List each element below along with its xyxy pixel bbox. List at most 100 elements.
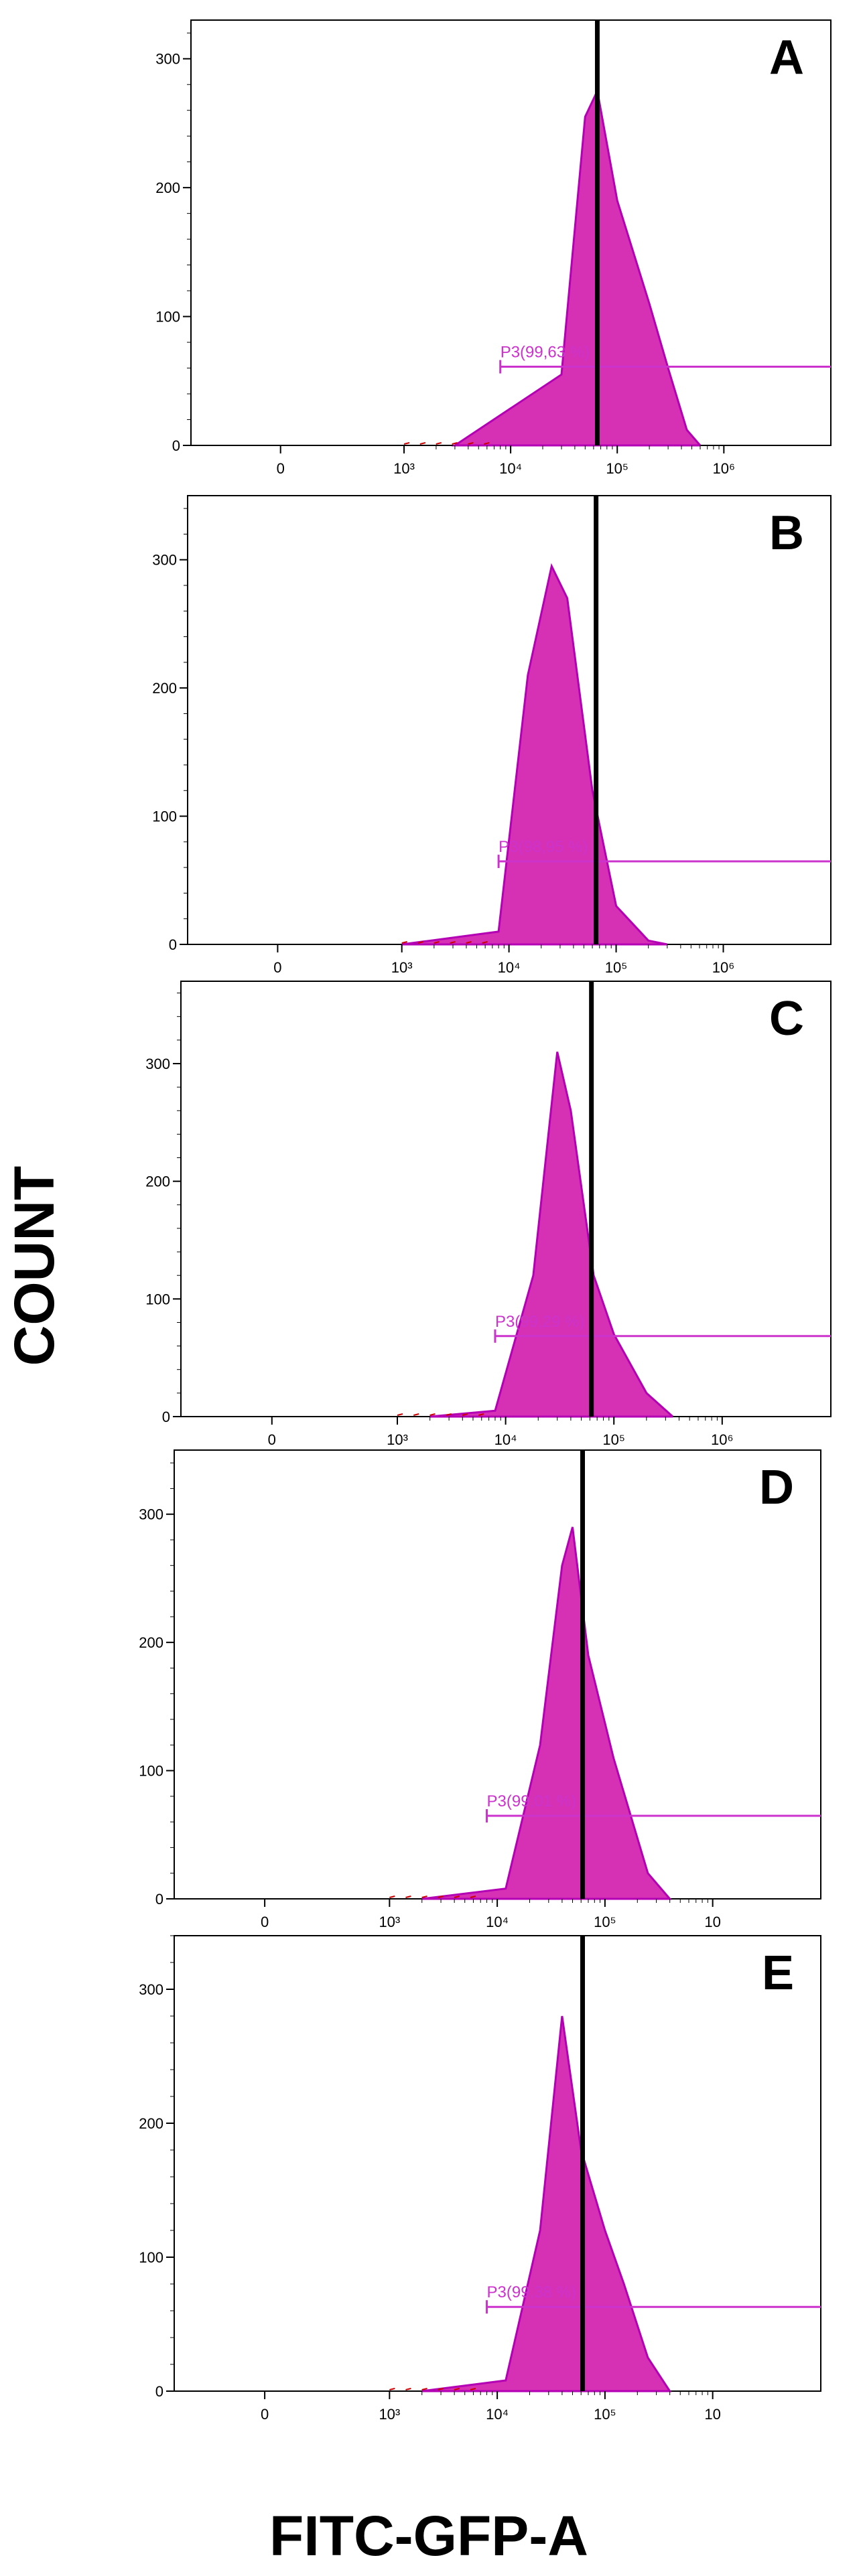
low-event-mark [429, 1413, 436, 1416]
y-tick-label: 0 [162, 1409, 170, 1425]
low-event-mark [403, 442, 410, 445]
y-tick-label: 200 [152, 680, 177, 697]
low-event-mark [482, 941, 488, 944]
low-event-mark [389, 2388, 395, 2390]
y-tick-label: 200 [155, 180, 180, 196]
low-event-mark [462, 1413, 468, 1416]
gate-label: P3(99,01 %) [487, 1792, 576, 1810]
low-event-mark [421, 2388, 427, 2390]
low-event-mark [438, 2388, 444, 2390]
x-tick-label: 10⁶ [713, 460, 736, 477]
y-tick-label: 0 [169, 936, 177, 953]
low-event-mark [468, 442, 474, 445]
low-event-mark [484, 442, 490, 445]
histogram-panel-e: 0 100 200 300 0 10³ 10⁴ 10⁵ 10 P3(99,38 %) E [139, 1935, 821, 2423]
low-event-mark [401, 941, 407, 944]
low-event-mark [413, 1413, 419, 1416]
y-tick-label: 300 [152, 552, 177, 569]
y-tick-label: 0 [155, 2383, 163, 2400]
x-tick-label: 10³ [387, 1431, 408, 1448]
low-event-mark [454, 2388, 460, 2390]
x-tick-label: 10⁵ [594, 1914, 616, 1930]
x-tick-label: 0 [268, 1431, 276, 1448]
low-event-mark [389, 1895, 395, 1898]
histogram-panel-c: 0 100 200 300 0 10³ 10⁴ 10⁵ 10⁶ P3(99,29 %) C [145, 981, 832, 1448]
x-tick-label: 10⁶ [711, 1431, 734, 1448]
y-tick-label: 300 [155, 51, 180, 68]
x-tick-label: 10⁴ [494, 1431, 517, 1448]
low-event-mark [434, 941, 440, 944]
gate-label: P3(99,29 %) [495, 1313, 584, 1331]
y-tick-label: 200 [139, 1634, 163, 1651]
x-tick-label: 10⁴ [499, 460, 522, 477]
plot-frame [174, 1449, 821, 1900]
low-event-mark [470, 1895, 476, 1898]
low-event-mark [438, 1895, 444, 1898]
low-event-mark [405, 2388, 411, 2390]
low-event-mark [421, 1895, 427, 1898]
histogram-area [429, 1052, 674, 1418]
low-event-mark [436, 442, 442, 445]
histogram-area [421, 1526, 672, 1900]
histogram-area [451, 87, 702, 447]
y-axis-title: COUNT [3, 1166, 66, 1366]
low-event-mark [470, 2388, 476, 2390]
x-tick-label: 10³ [379, 2406, 400, 2423]
x-tick-label: 10⁴ [498, 959, 521, 976]
low-event-mark [417, 941, 423, 944]
y-tick-label: 0 [172, 437, 180, 454]
x-tick-label: 10⁴ [486, 2406, 509, 2423]
x-tick-label: 10⁶ [712, 959, 735, 976]
x-tick-label: 0 [277, 460, 285, 477]
gate-label: P3(98,95 %) [499, 838, 588, 856]
x-tick-label: 10 [704, 2406, 720, 2423]
x-tick-label: 0 [261, 1914, 269, 1930]
histogram-panel-d: 0 100 200 300 0 10³ 10⁴ 10⁵ 10 P3(99,01 %) D [139, 1449, 821, 1930]
x-tick-label: 10³ [391, 959, 413, 976]
plot-frame [190, 19, 832, 446]
x-tick-label: 0 [273, 959, 281, 976]
x-tick-label: 10⁴ [486, 1914, 509, 1930]
panel-letter: A [769, 31, 804, 84]
histogram-area [421, 2015, 672, 2392]
x-tick-label: 10³ [379, 1914, 400, 1930]
low-event-mark [405, 1895, 411, 1898]
y-tick-label: 100 [139, 2249, 163, 2266]
low-event-mark [452, 442, 458, 445]
panel-letter: E [762, 1946, 794, 2000]
panel-letter: B [769, 506, 804, 560]
x-tick-label: 10³ [393, 460, 415, 477]
low-event-mark [450, 941, 456, 944]
panel-letter: D [759, 1461, 794, 1514]
low-event-mark [419, 442, 426, 445]
x-tick-label: 10⁵ [602, 1431, 625, 1448]
x-tick-label: 10 [704, 1914, 720, 1930]
y-tick-label: 100 [152, 808, 177, 825]
histogram-panel-a: 0 100 200 300 0 10³ 10⁴ 10⁵ 10⁶ P3(99,63 %) A [155, 19, 832, 477]
x-tick-label: 10⁵ [594, 2406, 616, 2423]
y-tick-label: 300 [145, 1056, 170, 1072]
low-event-mark [454, 1895, 460, 1898]
gate-label: P3(99,38 %) [487, 2283, 576, 2301]
plot-frame [180, 981, 832, 1417]
x-tick-label: 10⁵ [606, 460, 628, 477]
y-tick-label: 0 [155, 1891, 163, 1908]
x-axis-title: FITC-GFP-A [269, 2504, 588, 2567]
y-tick-label: 200 [139, 2115, 163, 2132]
y-tick-label: 300 [139, 1981, 163, 1998]
low-event-mark [397, 1413, 403, 1416]
histogram-area [401, 563, 668, 946]
y-tick-label: 100 [155, 309, 180, 326]
low-event-mark [466, 941, 472, 944]
y-tick-label: 100 [139, 1763, 163, 1780]
panel-letter: C [769, 992, 804, 1046]
x-tick-label: 10⁵ [605, 959, 628, 976]
y-tick-label: 100 [145, 1291, 170, 1307]
x-tick-label: 0 [261, 2406, 269, 2423]
y-tick-label: 300 [139, 1506, 163, 1523]
y-tick-label: 200 [145, 1173, 170, 1190]
plot-frame [174, 1935, 821, 2392]
low-event-mark [478, 1413, 484, 1416]
histogram-panel-b: 0 100 200 300 0 10³ 10⁴ 10⁵ 10⁶ P3(98,95 %) B [152, 495, 832, 976]
